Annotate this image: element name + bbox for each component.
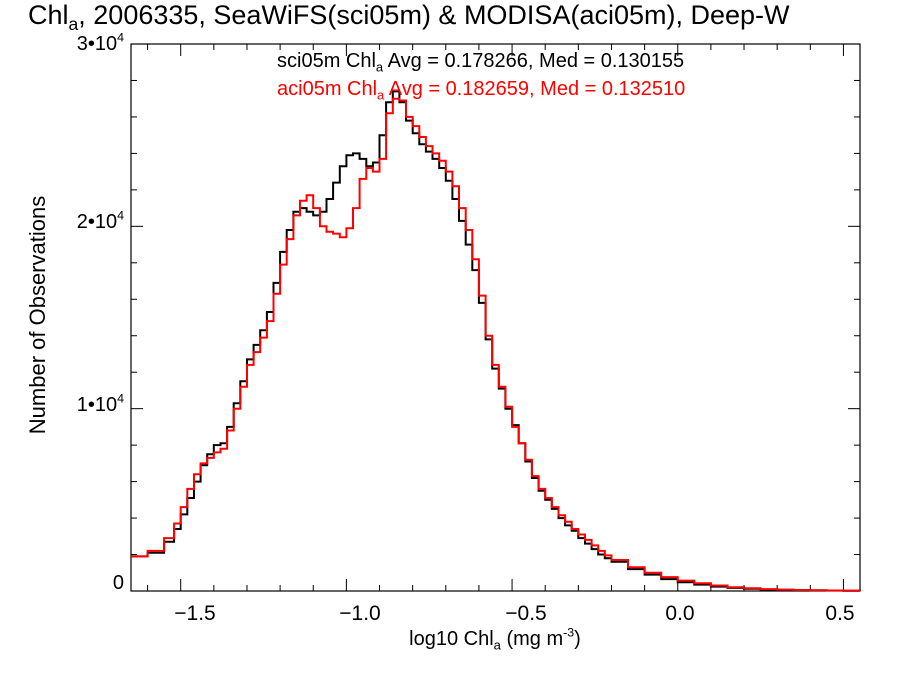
- data-series: [131, 90, 861, 592]
- y-tick-label: 0: [112, 572, 124, 594]
- x-tick-label: 0.5: [825, 602, 855, 625]
- x-tick-label: −0.5: [505, 602, 547, 625]
- x-tick-label: −1.0: [339, 602, 381, 625]
- x-tick-label: −1.5: [174, 602, 216, 625]
- chart-title: Chla, 2006335, SeaWiFS(sci05m) & MODISA(…: [28, 0, 790, 35]
- x-tick-label: 0.0: [665, 602, 695, 625]
- y-tick-label: 2•104: [76, 208, 124, 233]
- stats-series-red: aci05m Chla Avg = 0.182659, Med = 0.1325…: [277, 78, 686, 103]
- histogram-line-series-2: [131, 97, 861, 592]
- axis-ticks: [131, 43, 860, 592]
- y-tick-label: 1•104: [76, 391, 124, 416]
- y-tick-label: 3•104: [76, 30, 124, 55]
- stats-series-black: sci05m Chla Avg = 0.178266, Med = 0.1301…: [277, 50, 685, 75]
- plot-frame: [130, 43, 861, 592]
- histogram-line-series-1: [131, 90, 861, 592]
- x-axis-label: log10 Chla (mg m-3): [409, 625, 581, 653]
